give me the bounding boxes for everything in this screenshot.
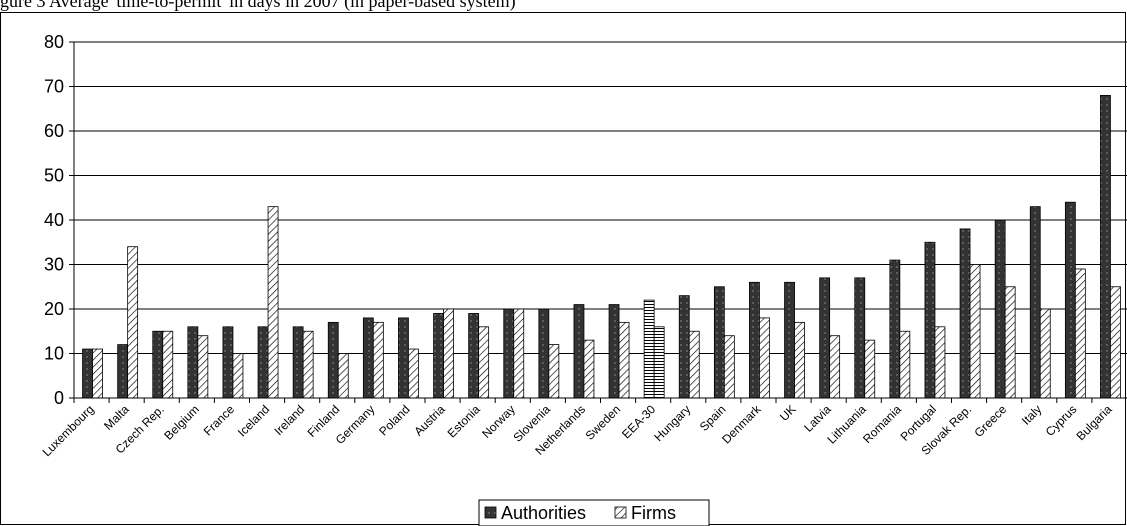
bar-firms-spain bbox=[723, 335, 735, 399]
bar-authorities-spain bbox=[713, 286, 725, 399]
bar-firms-norway bbox=[513, 308, 525, 399]
y-tick-label: 50 bbox=[44, 166, 64, 186]
legend-swatch-authorities bbox=[484, 506, 497, 519]
bar-firms-finland bbox=[337, 353, 349, 399]
bar-firms-germany bbox=[372, 321, 384, 399]
bar-authorities-poland bbox=[398, 317, 409, 399]
bar-firms-netherlands bbox=[583, 339, 595, 399]
bar-authorities-denmark bbox=[749, 281, 760, 399]
legend-label-authorities: Authorities bbox=[501, 503, 586, 523]
bar-firms-france bbox=[232, 353, 244, 399]
x-tick-label: Ireland bbox=[271, 402, 307, 438]
y-tick-label: 60 bbox=[44, 121, 64, 141]
bar-firms-cyprus bbox=[1074, 268, 1086, 399]
figure-caption: gure 3 Average 'time-to-permit' in days … bbox=[0, 0, 516, 11]
bar-firms-greece bbox=[1004, 286, 1016, 399]
bar-authorities-luxembourg bbox=[82, 348, 93, 399]
x-tick-label: Belgium bbox=[161, 402, 202, 443]
x-tick-label: Italy bbox=[1019, 402, 1044, 427]
y-tick-label: 0 bbox=[54, 388, 64, 408]
bar-firms-poland bbox=[408, 348, 419, 399]
bar-authorities-hungary bbox=[678, 295, 690, 399]
legend: Authorities Firms bbox=[478, 499, 710, 526]
bar-authorities-cyprus bbox=[1064, 201, 1076, 399]
x-tick-label: Latvia bbox=[801, 402, 834, 435]
bar-authorities-uk bbox=[784, 281, 795, 399]
bar-authorities-austria bbox=[433, 313, 444, 399]
x-tick-label: Germany bbox=[333, 402, 378, 447]
bar-authorities-finland bbox=[327, 321, 339, 399]
bar-authorities-czech-rep- bbox=[152, 330, 164, 399]
bar-authorities-ireland bbox=[292, 326, 304, 399]
legend-box bbox=[478, 499, 710, 526]
bar-firms-latvia bbox=[829, 335, 841, 399]
bar-firms-slovak-rep- bbox=[969, 264, 981, 399]
x-tick-label: Hungary bbox=[651, 402, 693, 444]
x-tick-label: Spain bbox=[697, 402, 729, 434]
x-tick-label: Luxembourg bbox=[40, 402, 97, 459]
x-tick-label: Denmark bbox=[719, 402, 764, 447]
bar-firms-czech-rep- bbox=[162, 330, 174, 399]
x-tick-label: Austria bbox=[411, 402, 448, 439]
bar-firms-eea-30 bbox=[653, 326, 665, 399]
bar-firms-austria bbox=[443, 308, 454, 399]
bar-authorities-france bbox=[222, 326, 234, 399]
legend-label-firms: Firms bbox=[631, 503, 676, 523]
bar-firms-malta bbox=[127, 246, 139, 399]
x-tick-label: Iceland bbox=[235, 402, 272, 439]
x-tick-label: Romania bbox=[860, 402, 904, 446]
bar-authorities-latvia bbox=[819, 277, 831, 399]
bar-authorities-norway bbox=[503, 308, 515, 399]
bar-authorities-greece bbox=[994, 219, 1006, 399]
x-tick-label: Bulgaria bbox=[1074, 402, 1115, 443]
bar-authorities-belgium bbox=[187, 326, 199, 399]
x-tick-label: Poland bbox=[376, 402, 412, 438]
bar-firms-hungary bbox=[688, 330, 700, 399]
x-tick-label: France bbox=[201, 402, 238, 439]
y-tick-label: 30 bbox=[44, 255, 64, 275]
y-tick-label: 20 bbox=[44, 299, 64, 319]
bar-authorities-germany bbox=[362, 317, 374, 399]
bar-authorities-eea-30 bbox=[643, 299, 655, 399]
bar-authorities-slovak-rep- bbox=[959, 228, 971, 399]
x-tick-label: UK bbox=[777, 402, 799, 424]
bar-firms-sweden bbox=[618, 321, 630, 399]
bar-authorities-italy bbox=[1029, 206, 1041, 399]
bar-authorities-bulgaria bbox=[1100, 95, 1111, 399]
bar-firms-ireland bbox=[302, 330, 314, 399]
bar-authorities-romania bbox=[889, 259, 901, 399]
bar-authorities-lithuania bbox=[854, 277, 866, 399]
bar-firms-luxembourg bbox=[92, 348, 103, 399]
y-tick-label: 40 bbox=[44, 210, 64, 230]
bar-authorities-slovenia bbox=[538, 308, 550, 399]
x-tick-label: Estonia bbox=[445, 402, 483, 440]
bar-authorities-sweden bbox=[608, 304, 620, 399]
bar-firms-denmark bbox=[759, 317, 770, 399]
bar-authorities-estonia bbox=[468, 313, 480, 399]
bar-authorities-portugal bbox=[924, 241, 936, 399]
bar-authorities-netherlands bbox=[573, 304, 585, 399]
y-tick-label: 70 bbox=[44, 77, 64, 97]
y-tick-label: 10 bbox=[44, 344, 64, 364]
x-tick-label: Malta bbox=[101, 402, 132, 433]
bar-firms-slovenia bbox=[548, 344, 560, 399]
bar-authorities-malta bbox=[117, 344, 129, 399]
bar-firms-iceland bbox=[267, 206, 279, 399]
bar-firms-uk bbox=[794, 321, 805, 399]
bar-firms-romania bbox=[899, 330, 911, 399]
bar-firms-bulgaria bbox=[1110, 286, 1121, 399]
y-tick-label: 80 bbox=[44, 32, 64, 52]
bar-authorities-iceland bbox=[257, 326, 269, 399]
x-tick-label: Greece bbox=[972, 402, 1010, 440]
bar-firms-lithuania bbox=[864, 339, 876, 399]
bar-firms-estonia bbox=[478, 326, 490, 399]
bar-firms-italy bbox=[1039, 308, 1051, 399]
x-tick-label: Sweden bbox=[583, 402, 624, 443]
bar-firms-portugal bbox=[934, 326, 946, 399]
legend-swatch-firms bbox=[614, 506, 627, 519]
bar-firms-belgium bbox=[197, 335, 209, 399]
